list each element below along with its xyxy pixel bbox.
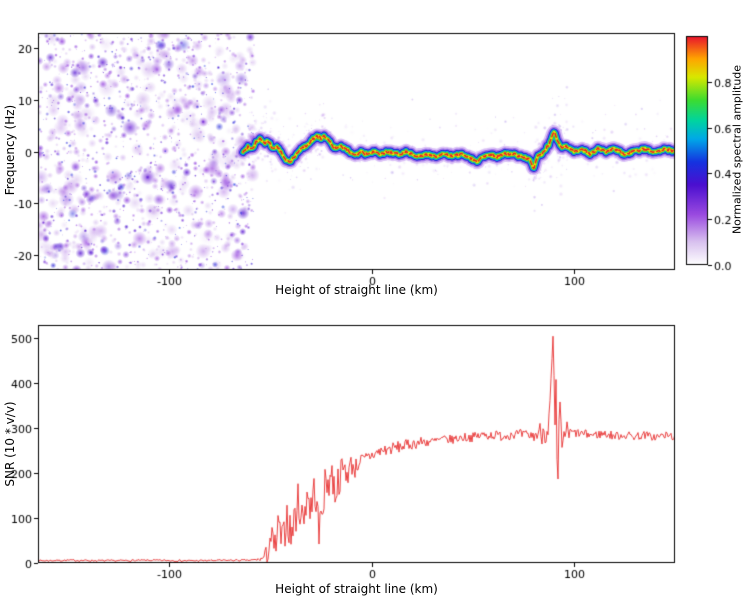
- frequency-axis-label: Frequency (Hz): [3, 104, 17, 196]
- snr-panel: [0, 305, 750, 600]
- top-height-axis-label: Height of straight line (km): [275, 283, 438, 297]
- colorbar-label: Normalized spectral amplitude: [730, 64, 744, 235]
- bottom-height-axis-label: Height of straight line (km): [275, 582, 438, 596]
- snr-axis-label: SNR (10 * v/v): [3, 401, 17, 487]
- spectrogram-panel: [0, 0, 750, 300]
